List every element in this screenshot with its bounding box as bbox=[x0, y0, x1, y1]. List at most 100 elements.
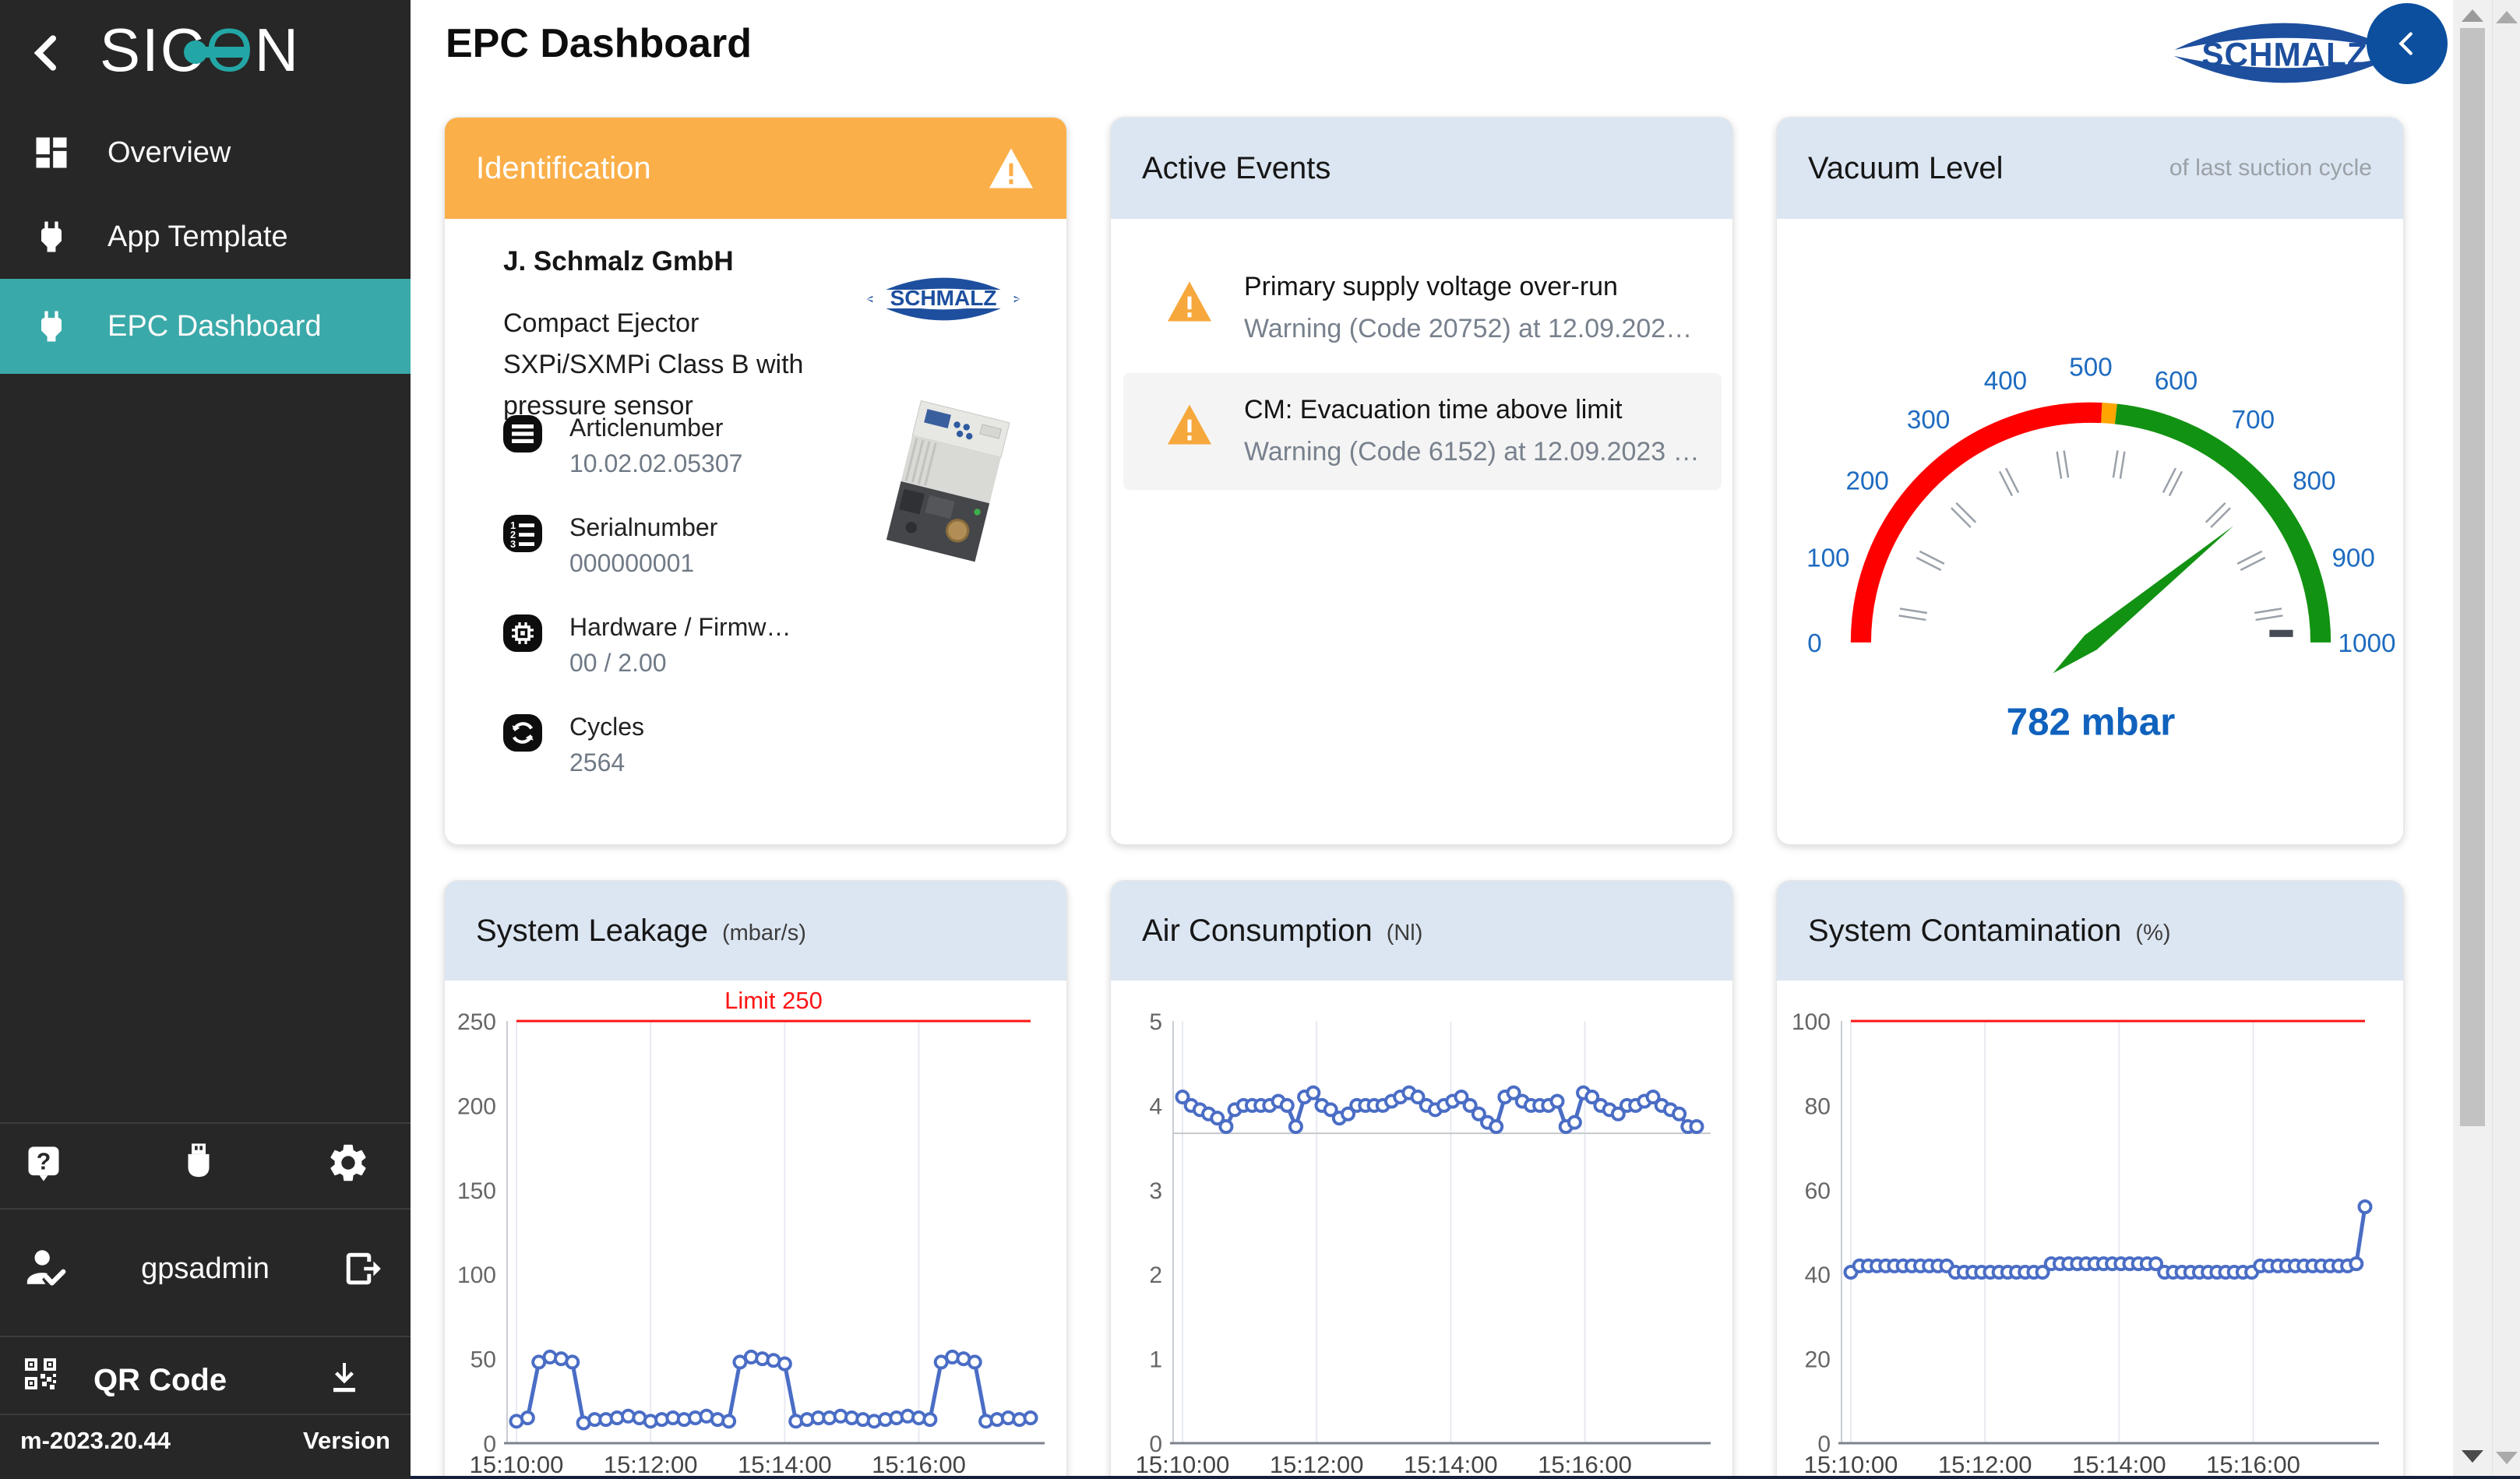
system-leakage-card: System Leakage (mbar/s) 0501001502002501… bbox=[444, 880, 1067, 1479]
svg-text:200: 200 bbox=[457, 1093, 496, 1119]
svg-text:?: ? bbox=[37, 1150, 51, 1175]
card-unit: (%) bbox=[2135, 921, 2170, 946]
company-name: J. Schmalz GmbH bbox=[503, 246, 734, 277]
svg-text:40: 40 bbox=[1805, 1262, 1831, 1288]
svg-text:782 mbar: 782 mbar bbox=[2007, 701, 2176, 744]
sidebar-divider bbox=[0, 1336, 411, 1337]
field-label: Serialnumber bbox=[569, 513, 717, 542]
svg-text:15:10:00: 15:10:00 bbox=[470, 1451, 564, 1478]
sidebar-divider bbox=[0, 1414, 411, 1415]
help-icon: ? bbox=[23, 1142, 64, 1185]
qr-code-label: QR Code bbox=[93, 1363, 227, 1398]
sidebar-collapse-button[interactable] bbox=[22, 28, 72, 78]
svg-text:4: 4 bbox=[1149, 1093, 1162, 1119]
svg-text:15:14:00: 15:14:00 bbox=[1404, 1451, 1498, 1478]
event-row[interactable]: Primary supply voltage over-run Warning … bbox=[1123, 250, 1722, 367]
system-contamination-header: System Contamination (%) bbox=[1777, 881, 2403, 981]
sidebar: SICON Overview App Template EPC Dashboar… bbox=[0, 0, 411, 1479]
scrollbar-thumb[interactable] bbox=[2460, 28, 2485, 1126]
field-value: 000000001 bbox=[569, 549, 694, 578]
download-button[interactable] bbox=[326, 1358, 363, 1396]
card-unit: (mbar/s) bbox=[722, 921, 806, 946]
chip-icon bbox=[503, 614, 542, 652]
sidebar-divider bbox=[0, 1208, 411, 1210]
qr-code-icon bbox=[22, 1355, 59, 1393]
event-detail: Warning (Code 20752) at 12.09.202… bbox=[1244, 314, 1692, 344]
outer-scrollbar[interactable] bbox=[2492, 0, 2520, 1479]
svg-text:1000: 1000 bbox=[2338, 629, 2396, 658]
main-content: EPC Dashboard SCHMALZ Identification J. … bbox=[411, 0, 2453, 1479]
svg-text:800: 800 bbox=[2293, 467, 2335, 496]
sidebar-item-label: EPC Dashboard bbox=[107, 310, 322, 343]
svg-text:15:12:00: 15:12:00 bbox=[1938, 1451, 2032, 1478]
card-title: Air Consumption bbox=[1142, 914, 1373, 949]
event-row[interactable]: CM: Evacuation time above limit Warning … bbox=[1123, 373, 1722, 490]
svg-text:200: 200 bbox=[1845, 467, 1888, 496]
scroll-down-arrow[interactable] bbox=[2496, 1452, 2518, 1464]
air-consumption-card: Air Consumption (Nl) 01234515:10:0015:12… bbox=[1110, 880, 1733, 1479]
cycles-icon bbox=[503, 714, 542, 752]
svg-text:3: 3 bbox=[510, 538, 516, 550]
schmalz-logo: SCHMALZ bbox=[2173, 8, 2397, 98]
settings-button[interactable] bbox=[326, 1140, 371, 1185]
svg-text:1: 1 bbox=[1149, 1347, 1162, 1373]
card-title: Active Events bbox=[1142, 151, 1330, 186]
field-label: Hardware / Firmw… bbox=[569, 613, 791, 642]
logout-button[interactable] bbox=[341, 1248, 383, 1290]
svg-text:SCHMALZ: SCHMALZ bbox=[2201, 36, 2367, 72]
svg-text:150: 150 bbox=[457, 1178, 496, 1204]
svg-text:250: 250 bbox=[457, 1009, 496, 1035]
field-label: Cycles bbox=[569, 713, 644, 741]
svg-text:900: 900 bbox=[2331, 544, 2374, 572]
numbered-list-icon: 123 bbox=[503, 515, 542, 552]
svg-text:SCHMALZ: SCHMALZ bbox=[890, 286, 997, 310]
warning-icon bbox=[987, 146, 1035, 190]
inner-scrollbar[interactable] bbox=[2453, 0, 2492, 1479]
help-button[interactable]: ? bbox=[23, 1142, 64, 1185]
card-title: Vacuum Level bbox=[1808, 151, 2004, 186]
svg-text:Limit 250: Limit 250 bbox=[724, 987, 823, 1014]
svg-text:0: 0 bbox=[1807, 629, 1821, 658]
system-leakage-header: System Leakage (mbar/s) bbox=[445, 881, 1066, 981]
vacuum-gauge: 01002003004005006007008009001000782 mbar bbox=[1777, 219, 2404, 768]
card-title: Identification bbox=[476, 151, 651, 186]
svg-text:100: 100 bbox=[1806, 544, 1849, 572]
svg-text:15:16:00: 15:16:00 bbox=[872, 1451, 966, 1478]
scroll-up-arrow[interactable] bbox=[2496, 11, 2518, 23]
chevron-left-icon bbox=[22, 28, 72, 78]
warning-icon bbox=[1165, 403, 1214, 446]
field-value: 00 / 2.00 bbox=[569, 649, 667, 678]
svg-text:300: 300 bbox=[1907, 406, 1950, 435]
qr-code-button[interactable] bbox=[22, 1355, 59, 1393]
sidebar-item-overview[interactable]: Overview bbox=[0, 111, 411, 195]
svg-text:15:10:00: 15:10:00 bbox=[1804, 1451, 1898, 1478]
plug-icon bbox=[31, 217, 72, 257]
sidebar-item-label: App Template bbox=[107, 220, 288, 254]
svg-text:100: 100 bbox=[1792, 1009, 1831, 1035]
system-contamination-card: System Contamination (%) 02040608010015:… bbox=[1776, 880, 2404, 1479]
active-events-card: Active Events Primary supply voltage ove… bbox=[1110, 117, 1733, 845]
panel-collapse-button[interactable] bbox=[2367, 3, 2448, 84]
svg-text:5: 5 bbox=[1149, 1009, 1162, 1035]
svg-text:80: 80 bbox=[1805, 1093, 1831, 1119]
svg-text:15:16:00: 15:16:00 bbox=[2206, 1451, 2300, 1478]
scroll-down-arrow[interactable] bbox=[2462, 1450, 2483, 1463]
version-label: Version bbox=[303, 1427, 390, 1455]
event-detail: Warning (Code 6152) at 12.09.2023 … bbox=[1244, 437, 1700, 467]
sidebar-item-epc-dashboard[interactable]: EPC Dashboard bbox=[0, 279, 411, 374]
usb-connect-button[interactable] bbox=[178, 1139, 220, 1185]
event-title: Primary supply voltage over-run bbox=[1244, 272, 1618, 302]
schmalz-logo-small: SCHMALZ bbox=[865, 262, 1021, 336]
page-title: EPC Dashboard bbox=[446, 20, 752, 67]
svg-text:60: 60 bbox=[1805, 1178, 1831, 1204]
logout-icon bbox=[341, 1248, 383, 1290]
sicon-logo-bar bbox=[193, 47, 249, 58]
system-contamination-chart: 02040608010015:10:0015:12:0015:14:0015:1… bbox=[1777, 981, 2404, 1479]
dashboard-icon bbox=[31, 132, 72, 173]
svg-text:15:12:00: 15:12:00 bbox=[1270, 1451, 1364, 1478]
scroll-up-arrow[interactable] bbox=[2462, 9, 2483, 22]
sidebar-item-app-template[interactable]: App Template bbox=[0, 195, 411, 279]
product-name: Compact Ejector SXPi/SXMPi Class B with … bbox=[503, 303, 846, 427]
sicon-logo: SICON bbox=[100, 14, 365, 86]
svg-text:15:16:00: 15:16:00 bbox=[1538, 1451, 1632, 1478]
